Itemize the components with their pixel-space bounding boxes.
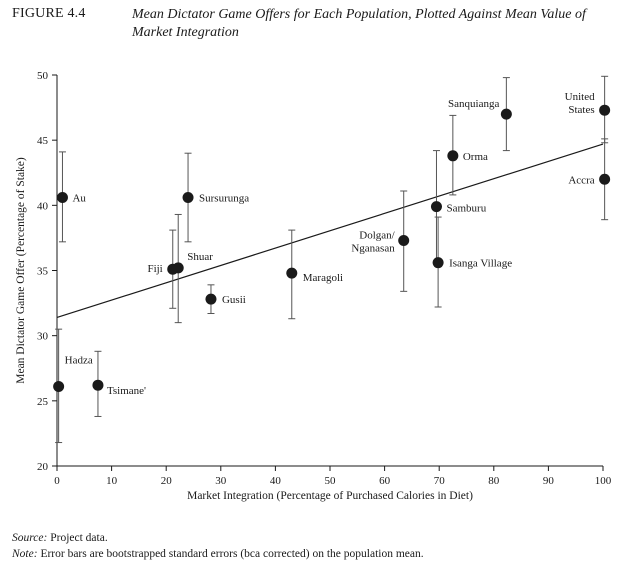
- point-label-line: Nganasan: [351, 243, 395, 255]
- x-tick-label: 0: [54, 475, 60, 487]
- data-point: [56, 192, 68, 204]
- x-tick-label: 40: [270, 475, 282, 487]
- point-label: Au: [72, 193, 86, 205]
- point-label-line: States: [568, 104, 594, 116]
- x-axis-title: Market Integration (Percentage of Purcha…: [187, 490, 473, 502]
- y-tick-label: 50: [37, 70, 49, 82]
- x-tick-label: 70: [434, 475, 446, 487]
- x-tick-label: 30: [215, 475, 227, 487]
- data-point: [432, 257, 444, 269]
- x-tick-label: 20: [161, 475, 173, 487]
- y-tick-label: 35: [37, 266, 49, 278]
- point-label: Orma: [463, 151, 488, 163]
- point-label-line: Dolgan/: [359, 230, 395, 242]
- point-label: Maragoli: [303, 272, 343, 284]
- point-label: Shuar: [187, 251, 213, 263]
- y-tick-label: 25: [37, 396, 49, 408]
- point-label: Accra: [568, 174, 594, 186]
- data-point: [599, 104, 611, 116]
- x-tick-label: 50: [325, 475, 337, 487]
- point-label: Gusii: [222, 294, 246, 306]
- point-label: Fiji: [147, 263, 162, 275]
- point-label: United States: [565, 91, 595, 116]
- point-label: Tsimane': [107, 385, 146, 397]
- x-tick-label: 60: [379, 475, 391, 487]
- point-label-line: United: [565, 91, 595, 103]
- point-label: Samburu: [446, 203, 486, 215]
- point-label: Dolgan/Nganasan: [351, 230, 395, 255]
- y-axis-title: Mean Dictator Game Offer (Percentage of …: [15, 157, 27, 384]
- x-tick-label: 100: [595, 475, 612, 487]
- data-point: [92, 379, 104, 391]
- trend-line: [56, 143, 604, 318]
- footnote: Note: Error bars are bootstrapped standa…: [12, 548, 424, 560]
- data-point: [500, 108, 512, 120]
- x-tick-label: 90: [543, 475, 555, 487]
- data-point: [172, 262, 184, 274]
- x-tick-label: 10: [106, 475, 118, 487]
- data-point: [599, 173, 611, 185]
- x-tick-label: 80: [488, 475, 500, 487]
- source-note: Source: Project data.: [12, 532, 108, 544]
- point-label: Isanga Village: [449, 258, 512, 270]
- y-tick-label: 40: [37, 200, 49, 212]
- y-tick-label: 30: [37, 331, 49, 343]
- data-point: [430, 201, 442, 213]
- y-tick-label: 45: [37, 135, 49, 147]
- data-point: [182, 192, 194, 204]
- figure-label: FIGURE 4.4: [12, 6, 86, 21]
- y-tick-label: 20: [37, 461, 49, 473]
- point-label: Sursurunga: [199, 193, 249, 205]
- figure-title: Mean Dictator Game Offers for Each Popul…: [132, 7, 586, 40]
- point-label: Sanquianga: [448, 98, 499, 110]
- note-lead: Note:: [12, 548, 38, 560]
- data-point: [447, 150, 459, 162]
- data-point: [286, 267, 298, 279]
- point-label: Hadza: [65, 354, 93, 366]
- data-point: [205, 293, 217, 305]
- source-lead: Source:: [12, 532, 48, 544]
- data-point: [398, 235, 410, 247]
- note-text: Error bars are bootstrapped standard err…: [37, 548, 424, 560]
- source-text: Project data.: [47, 532, 108, 544]
- data-point: [53, 380, 65, 392]
